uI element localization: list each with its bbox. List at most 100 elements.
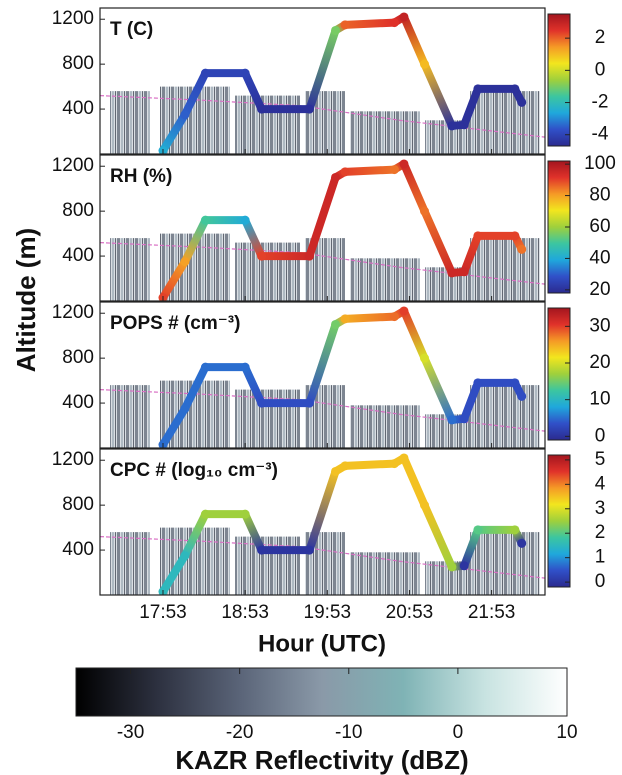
track-point [257, 104, 267, 114]
panel-frame [99, 448, 546, 596]
y-tick-label: 400 [62, 539, 94, 560]
panel-frame [99, 154, 546, 302]
track-point [459, 414, 469, 424]
track-point [340, 167, 350, 177]
y-tick-label: 1200 [52, 302, 94, 323]
track-segment [420, 207, 456, 277]
radar-background [350, 258, 420, 301]
track-point [459, 120, 469, 130]
track-segment [305, 320, 340, 408]
track-point [180, 257, 190, 267]
track-point [331, 172, 341, 182]
track-point [510, 525, 520, 535]
track-segment [460, 231, 482, 276]
colorbar [547, 454, 571, 588]
colorbar-tick-label: 10 [556, 722, 577, 743]
track-point [331, 466, 341, 476]
radar-background [235, 536, 300, 595]
colorbar-tick-label: 20 [589, 279, 610, 300]
colorbar-tick-label: 4 [595, 473, 606, 494]
track-point [473, 84, 483, 94]
radar-background [350, 552, 420, 595]
panel-label: RH (%) [110, 166, 172, 187]
track-point [473, 378, 483, 388]
track-segment [399, 453, 429, 510]
track-segment [158, 110, 189, 154]
y-axis-label: Altitude (m) [11, 228, 41, 372]
track-point [459, 561, 469, 571]
colorbar-tick-label: 60 [589, 216, 610, 237]
track-segment [305, 173, 340, 261]
track-point [420, 206, 430, 216]
colorbar-tick-label: 0 [595, 59, 606, 80]
track-segment [460, 525, 482, 570]
colorbar-tick-label: 20 [589, 352, 610, 373]
track-segment [420, 60, 456, 130]
track-point [257, 251, 267, 261]
track-point [340, 314, 350, 324]
track-segment [241, 216, 266, 261]
track-point [510, 84, 520, 94]
track-segment [399, 159, 429, 216]
colorbar [547, 13, 571, 147]
y-tick-label: 800 [62, 494, 94, 515]
track-point [257, 545, 267, 555]
panel [100, 159, 545, 301]
track-segment [158, 257, 189, 301]
track-segment [241, 363, 266, 408]
panel [100, 306, 545, 448]
y-tick-label: 1200 [52, 449, 94, 470]
colorbar-tick-label: -4 [592, 124, 609, 145]
track-point [447, 268, 457, 278]
colorbar-tick-label: -10 [335, 722, 362, 743]
track-point [304, 398, 314, 408]
x-tick-label: 21:53 [468, 602, 516, 623]
track-point [331, 319, 341, 329]
panel-label: POPS # (cm⁻³) [110, 313, 240, 334]
colorbar-tick-label: 40 [589, 247, 610, 268]
track-point [420, 353, 430, 363]
track-segment [341, 18, 399, 29]
track-point [200, 362, 210, 372]
track-point [399, 159, 409, 169]
track-point [447, 562, 457, 572]
track-point [473, 525, 483, 535]
track-point [389, 312, 399, 322]
colorbar-tick-label: 5 [595, 449, 606, 470]
radar-background [350, 405, 420, 448]
x-axis-label: Hour (UTC) [258, 630, 386, 657]
colorbar-tick-label: 1 [595, 547, 606, 568]
radar-background [350, 111, 420, 154]
track-point [459, 267, 469, 277]
colorbar-tick-label: 0 [595, 425, 606, 446]
track-point [180, 110, 190, 120]
radar-background [470, 238, 540, 301]
x-tick-label: 20:53 [386, 602, 434, 623]
x-tick-label: 18:53 [221, 602, 269, 623]
colorbar-tick-label: 100 [584, 153, 616, 174]
track-segment [158, 404, 189, 448]
colorbar-tick-label: 10 [589, 389, 610, 410]
track-segment [305, 26, 340, 114]
panel [100, 453, 545, 595]
track-point [389, 459, 399, 469]
radar-background [235, 242, 300, 301]
y-tick-label: 800 [62, 347, 94, 368]
radar-background [110, 91, 150, 154]
y-tick-label: 1200 [52, 8, 94, 29]
track-point [420, 500, 430, 510]
track-segment [180, 363, 210, 413]
track-point [340, 20, 350, 30]
track-point [257, 398, 267, 408]
colorbar-tick-label: 2 [595, 27, 606, 48]
track-point [331, 25, 341, 35]
track-segment [305, 467, 340, 555]
track-point [517, 391, 527, 401]
track-segment [399, 12, 429, 69]
y-tick-label: 400 [62, 98, 94, 119]
track-point [399, 12, 409, 22]
track-point [180, 551, 190, 561]
reflectivity-colorbar [75, 667, 568, 717]
y-tick-label: 400 [62, 245, 94, 266]
colorbar-tick-label: -2 [592, 92, 609, 113]
